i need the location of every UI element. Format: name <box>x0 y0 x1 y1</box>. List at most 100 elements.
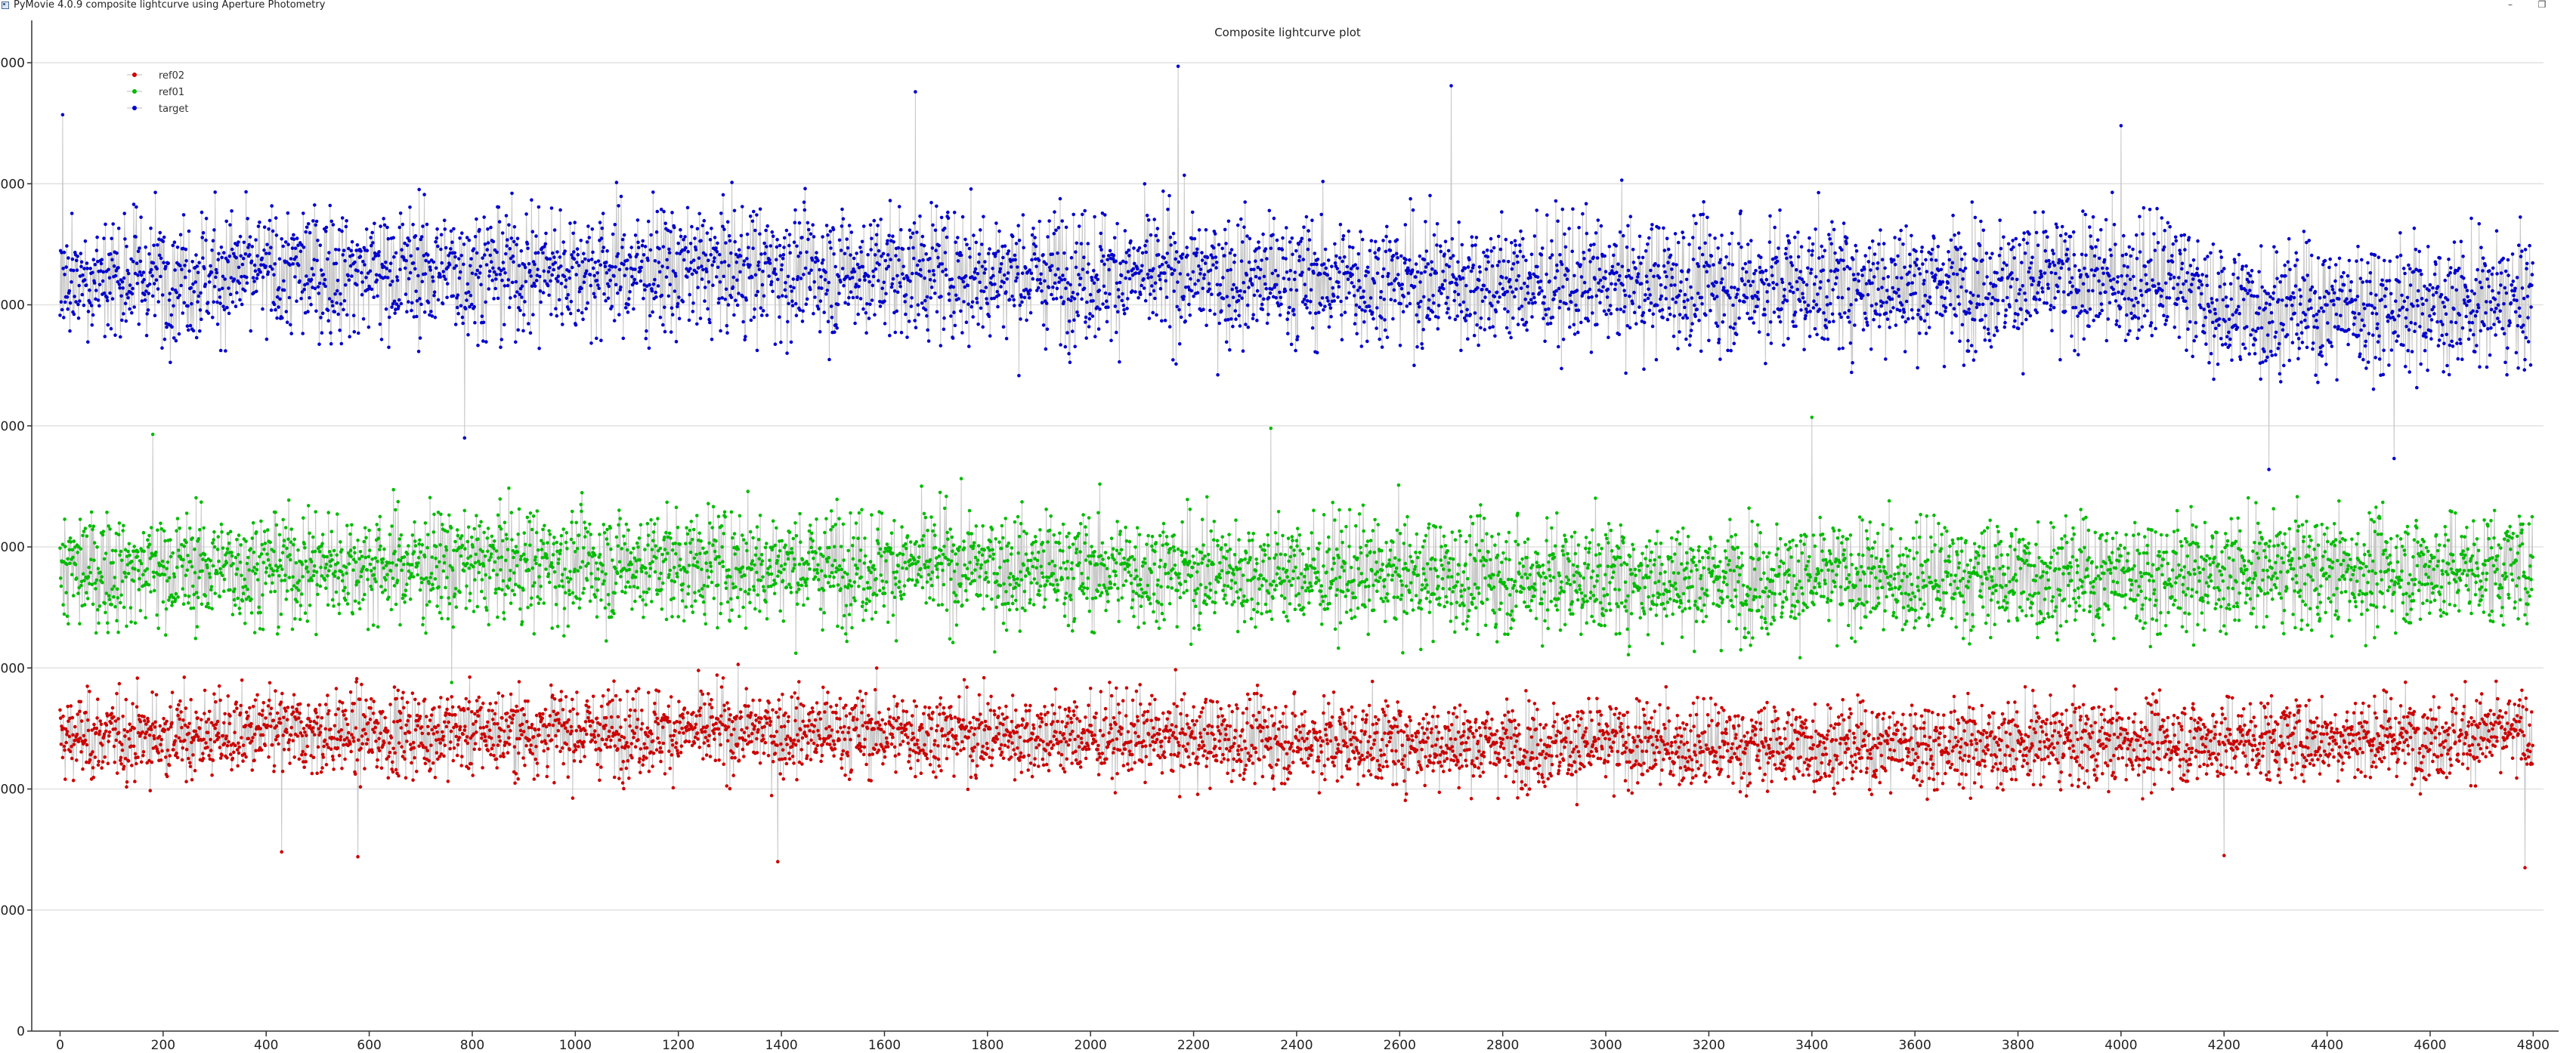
data-point <box>1857 748 1861 752</box>
data-point <box>765 710 769 714</box>
data-point <box>72 539 76 543</box>
data-point <box>1093 740 1098 743</box>
data-point <box>1851 764 1854 767</box>
data-point <box>93 755 97 759</box>
data-point <box>162 728 167 732</box>
data-point <box>2488 709 2493 713</box>
data-point <box>1037 743 1041 747</box>
data-point <box>1833 722 1838 726</box>
data-point <box>2066 739 2070 743</box>
data-point <box>1368 753 1372 757</box>
data-point <box>1968 796 1973 801</box>
data-point <box>1222 757 1226 761</box>
data-point <box>2449 763 2454 767</box>
data-point <box>806 724 810 728</box>
data-point <box>1888 791 1893 795</box>
data-point <box>933 739 937 743</box>
data-point <box>1826 729 1830 733</box>
data-point <box>680 727 684 730</box>
data-point <box>1560 717 1565 721</box>
data-point <box>78 709 82 714</box>
minimize-button[interactable]: – <box>2508 0 2513 10</box>
data-point <box>640 709 644 712</box>
data-point <box>2458 728 2463 732</box>
data-point <box>698 713 702 718</box>
data-point <box>769 734 773 738</box>
data-point <box>1951 727 1955 730</box>
data-point <box>716 727 721 731</box>
data-point <box>1202 727 1207 732</box>
data-point <box>1210 724 1214 729</box>
data-point <box>616 747 620 751</box>
data-point <box>2343 740 2347 744</box>
data-point <box>1918 783 1922 787</box>
data-point <box>472 747 476 752</box>
data-point <box>1368 735 1372 739</box>
data-point <box>501 752 506 755</box>
data-point <box>800 736 805 740</box>
data-point <box>2123 728 2128 732</box>
data-point <box>1916 741 1919 746</box>
data-point <box>860 699 864 703</box>
data-point <box>431 732 436 736</box>
data-point <box>966 735 970 740</box>
data-point <box>169 725 173 729</box>
data-point <box>1814 779 1819 783</box>
data-point <box>2009 767 2013 771</box>
data-point <box>1449 723 1454 727</box>
data-point <box>334 687 339 690</box>
data-point <box>1084 715 1087 719</box>
data-point <box>1531 756 1535 761</box>
data-point <box>2318 772 2322 776</box>
data-point <box>147 727 151 731</box>
data-point <box>673 721 676 725</box>
data-point <box>1576 715 1579 718</box>
data-point <box>1319 750 1323 754</box>
data-point <box>1059 740 1063 743</box>
data-point <box>416 724 419 728</box>
restore-button[interactable]: ❐ <box>2537 0 2547 10</box>
data-point <box>1365 751 1370 755</box>
data-point <box>782 724 787 728</box>
data-point <box>1124 714 1128 718</box>
data-point <box>1143 780 1147 785</box>
data-point <box>755 751 759 755</box>
data-point <box>667 749 671 753</box>
data-point <box>2363 774 2367 779</box>
data-point <box>1341 739 1346 743</box>
data-point <box>1851 770 1855 774</box>
data-point <box>1229 780 1234 783</box>
data-point <box>969 754 973 758</box>
data-point <box>1236 752 1241 757</box>
data-point <box>235 706 239 710</box>
data-point <box>487 709 491 712</box>
data-point <box>1597 736 1600 741</box>
data-point <box>1070 761 1074 765</box>
data-point <box>76 712 79 716</box>
data-point <box>2018 749 2022 754</box>
data-point <box>2253 724 2258 728</box>
data-point <box>62 612 66 616</box>
data-point <box>1798 755 1803 759</box>
chart-area[interactable]: Composite lightcurve plot 01000200030004… <box>0 11 2576 1053</box>
data-point <box>88 523 92 528</box>
data-point <box>1610 746 1613 750</box>
data-point <box>202 737 206 742</box>
data-point <box>1878 780 1882 785</box>
data-point <box>1353 756 1357 761</box>
data-point <box>101 743 104 747</box>
data-point <box>1469 725 1473 730</box>
data-point <box>2376 749 2380 754</box>
data-point <box>221 733 225 738</box>
data-point <box>1303 709 1307 714</box>
data-point <box>2451 709 2454 714</box>
data-point <box>587 719 592 723</box>
data-point <box>1334 738 1338 742</box>
data-point <box>969 726 973 730</box>
data-point <box>2095 752 2100 756</box>
data-point <box>419 725 424 729</box>
data-point <box>2020 736 2024 740</box>
data-point <box>1830 770 1834 774</box>
data-point <box>1482 755 1486 758</box>
data-point <box>126 572 131 576</box>
